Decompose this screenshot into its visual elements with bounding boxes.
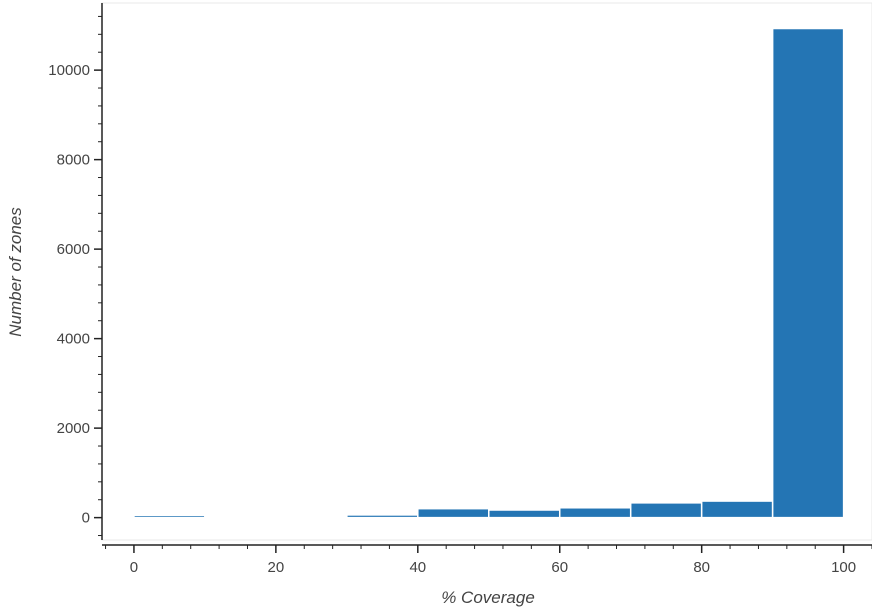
histogram-bar <box>771 27 845 519</box>
x-tick-label: 60 <box>551 559 568 576</box>
y-axis-title: Number of zones <box>6 207 25 337</box>
y-tick-label: 2000 <box>57 420 90 437</box>
x-axis-title: % Coverage <box>441 588 535 607</box>
x-tick-label: 100 <box>831 559 856 576</box>
histogram-bar <box>204 515 277 519</box>
y-tick-label: 8000 <box>57 152 90 169</box>
y-tick-label: 4000 <box>57 331 90 348</box>
x-tick-label: 80 <box>693 559 710 576</box>
histogram-bar <box>275 515 348 519</box>
histogram-bar <box>629 502 703 519</box>
x-tick-label: 40 <box>409 559 426 576</box>
histogram-bar <box>133 514 206 519</box>
histogram-bar <box>417 507 490 519</box>
bars-group <box>133 27 845 519</box>
x-axis: 0 20 40 60 80 100 <box>102 544 872 576</box>
histogram-bar <box>558 507 632 519</box>
y-axis: 0 2000 4000 6000 8000 10000 <box>48 3 103 540</box>
y-tick-label: 0 <box>82 510 90 527</box>
histogram-bar <box>700 500 774 519</box>
plot-frame <box>101 2 872 541</box>
histogram-bar <box>346 514 419 519</box>
histogram-bar <box>488 509 561 519</box>
x-tick-label: 0 <box>130 559 138 576</box>
y-tick-label: 10000 <box>48 62 90 79</box>
y-tick-label: 6000 <box>57 241 90 258</box>
x-tick-label: 20 <box>268 559 285 576</box>
